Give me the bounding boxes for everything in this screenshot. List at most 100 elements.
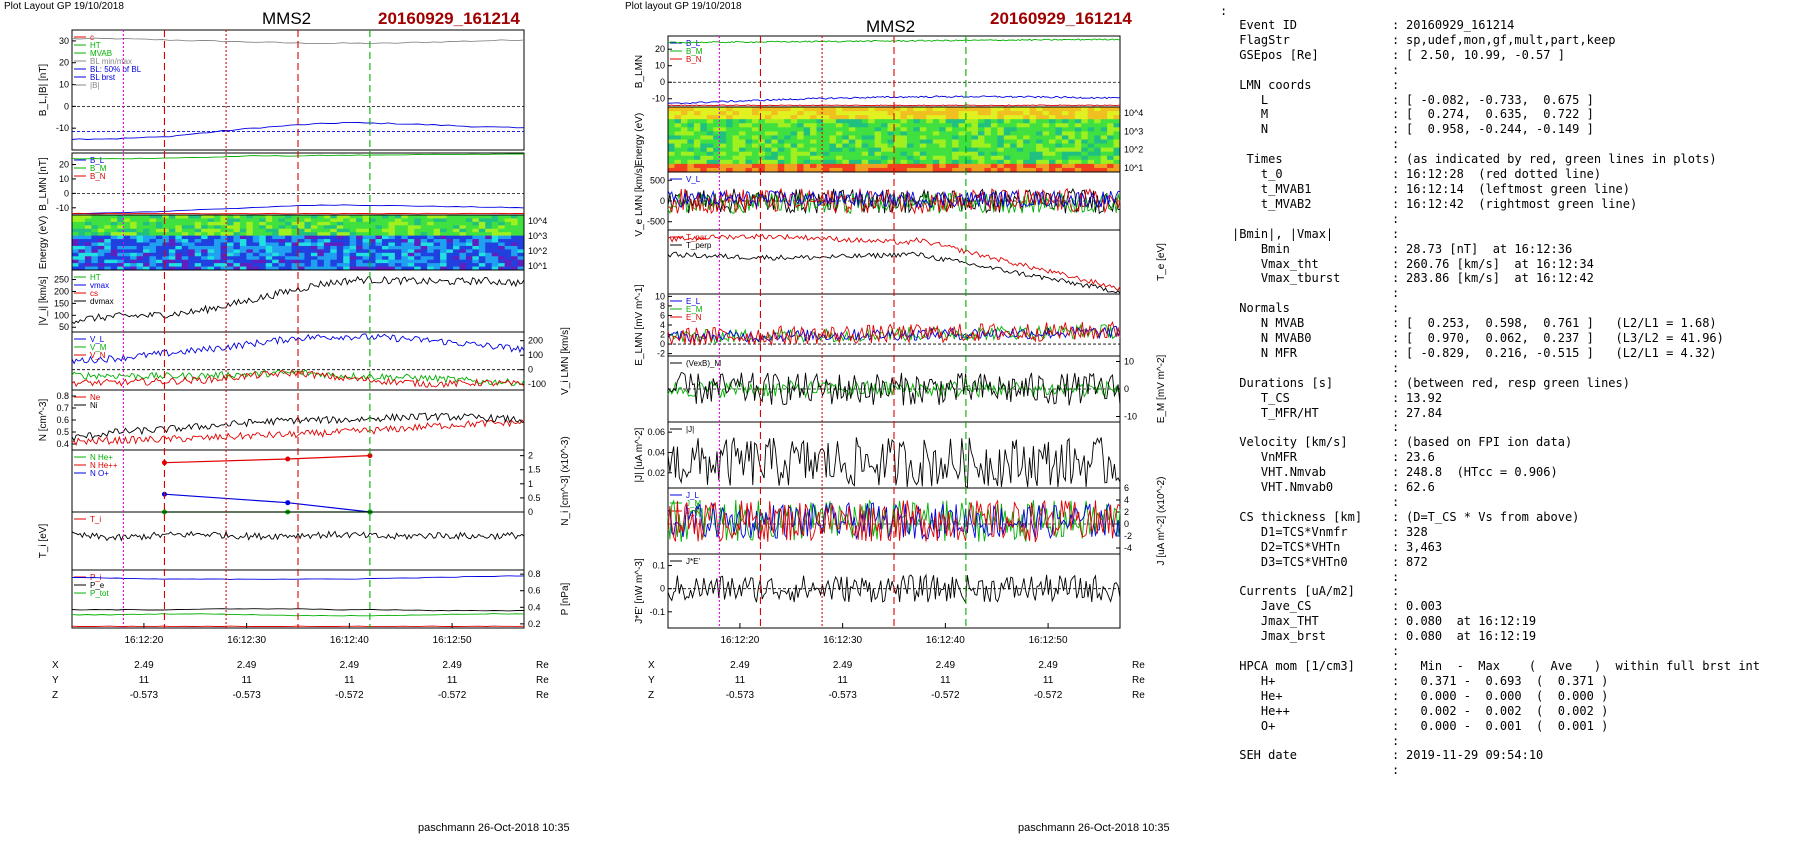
spec-cell	[401, 263, 409, 268]
spec-cell	[1010, 119, 1018, 124]
spec-cell	[771, 167, 779, 173]
spec-cell	[491, 239, 499, 243]
ytick-j: 0.04	[647, 447, 665, 457]
spec-cell	[751, 115, 759, 120]
spec-cell	[511, 245, 519, 250]
spec-cell	[304, 252, 312, 257]
spec-cell	[771, 139, 779, 145]
spec-cell	[700, 115, 708, 120]
spec-cell	[239, 218, 247, 223]
spec-cell	[181, 215, 189, 219]
spec-cell	[797, 107, 805, 112]
spec-cell	[913, 131, 921, 136]
spec-cell	[855, 147, 863, 153]
summary-value: 0.080 at 16:12:19	[1406, 629, 1537, 644]
spec-cell	[155, 239, 163, 243]
spec-cell	[674, 115, 682, 120]
spec-cell	[1087, 147, 1095, 153]
spec-cell	[1113, 135, 1121, 140]
spec-cell	[713, 107, 721, 112]
spec-cell	[1055, 167, 1063, 173]
summary-value: 27.84	[1406, 405, 1443, 420]
ytick-em: 0	[1124, 384, 1129, 394]
spec-cell	[317, 218, 325, 223]
spec-cell	[130, 232, 138, 237]
spec-cell	[394, 228, 402, 233]
spec-cell	[336, 221, 344, 226]
spec-cell	[265, 245, 273, 250]
spec-cell	[427, 228, 435, 233]
spec-cell	[919, 151, 927, 157]
spec-cell	[72, 218, 79, 223]
spec-cell	[926, 143, 934, 149]
summary-value: 16:12:42 (rightmost green line)	[1406, 196, 1638, 211]
summary-key: D2=TCS*VHTn	[1232, 539, 1341, 554]
spec-cell	[394, 266, 402, 271]
legend-label-blmn: B_L	[90, 156, 105, 165]
legend-label-blmn: B_L	[686, 39, 701, 48]
spec-cell	[472, 245, 480, 250]
spec-cell	[1087, 107, 1095, 112]
spec-cell	[990, 111, 998, 116]
spec-cell	[829, 119, 837, 124]
spec-cell	[478, 221, 486, 226]
spec-cell	[1087, 123, 1095, 128]
spec-cell	[687, 143, 695, 149]
spec-cell	[407, 245, 415, 250]
spec-cell	[1042, 163, 1050, 169]
spec-cell	[874, 107, 882, 112]
spec-cell	[168, 245, 176, 250]
spec-cell	[816, 135, 824, 140]
summary-separator: :	[1392, 122, 1400, 137]
spec-cell	[285, 256, 293, 261]
spec-cell	[1100, 139, 1108, 145]
spec-cell	[452, 221, 460, 226]
spec-cell	[713, 167, 721, 173]
spec-cell	[175, 225, 183, 230]
spec-cell	[1087, 131, 1095, 136]
spec-cell	[201, 221, 209, 226]
spec-cell	[188, 263, 196, 268]
spec-cell	[1087, 155, 1095, 161]
spec-cell	[446, 215, 454, 219]
legend-label-p: P_e	[90, 581, 105, 590]
spec-cell	[680, 147, 688, 153]
spec-cell	[965, 111, 972, 116]
spec-cell	[848, 135, 856, 140]
spec-cell	[1036, 159, 1044, 165]
spec-cell	[84, 242, 92, 247]
spec-cell	[517, 242, 525, 247]
spec-cell	[369, 249, 376, 254]
spec-cell	[452, 256, 460, 261]
spec-cell	[1036, 155, 1044, 161]
spec-cell	[291, 266, 299, 271]
spec-cell	[498, 235, 506, 240]
spec-cell	[388, 239, 396, 243]
ytick-blmn: 20	[59, 160, 69, 170]
summary-value: [ 0.958, -0.244, -0.149 ]	[1406, 122, 1594, 137]
spec-cell	[336, 249, 344, 254]
spec-cell	[181, 256, 189, 261]
ylabel-vlmn: V_i LMN [km/s]	[560, 327, 571, 395]
spec-cell	[990, 135, 998, 140]
spec-cell	[104, 252, 112, 257]
summary-separator: :	[1392, 569, 1400, 584]
summary-separator: :	[1392, 360, 1400, 375]
spec-cell	[323, 221, 331, 226]
spec-cell	[78, 263, 86, 268]
spec-cell	[291, 252, 299, 257]
spec-cell	[816, 111, 824, 116]
spec-cell	[829, 131, 837, 136]
spec-cell	[388, 266, 396, 271]
spec-cell	[478, 263, 486, 268]
spec-cell	[1029, 111, 1037, 116]
spec-cell	[1016, 111, 1024, 116]
spec-cell	[990, 159, 998, 165]
spec-cell	[304, 259, 312, 264]
spec-cell	[517, 221, 525, 226]
spec-cell	[797, 147, 805, 153]
summary-value: 0.003	[1406, 599, 1443, 614]
spec-cell	[446, 242, 454, 247]
spec-cell	[1113, 139, 1121, 145]
spec-cell	[259, 218, 267, 223]
